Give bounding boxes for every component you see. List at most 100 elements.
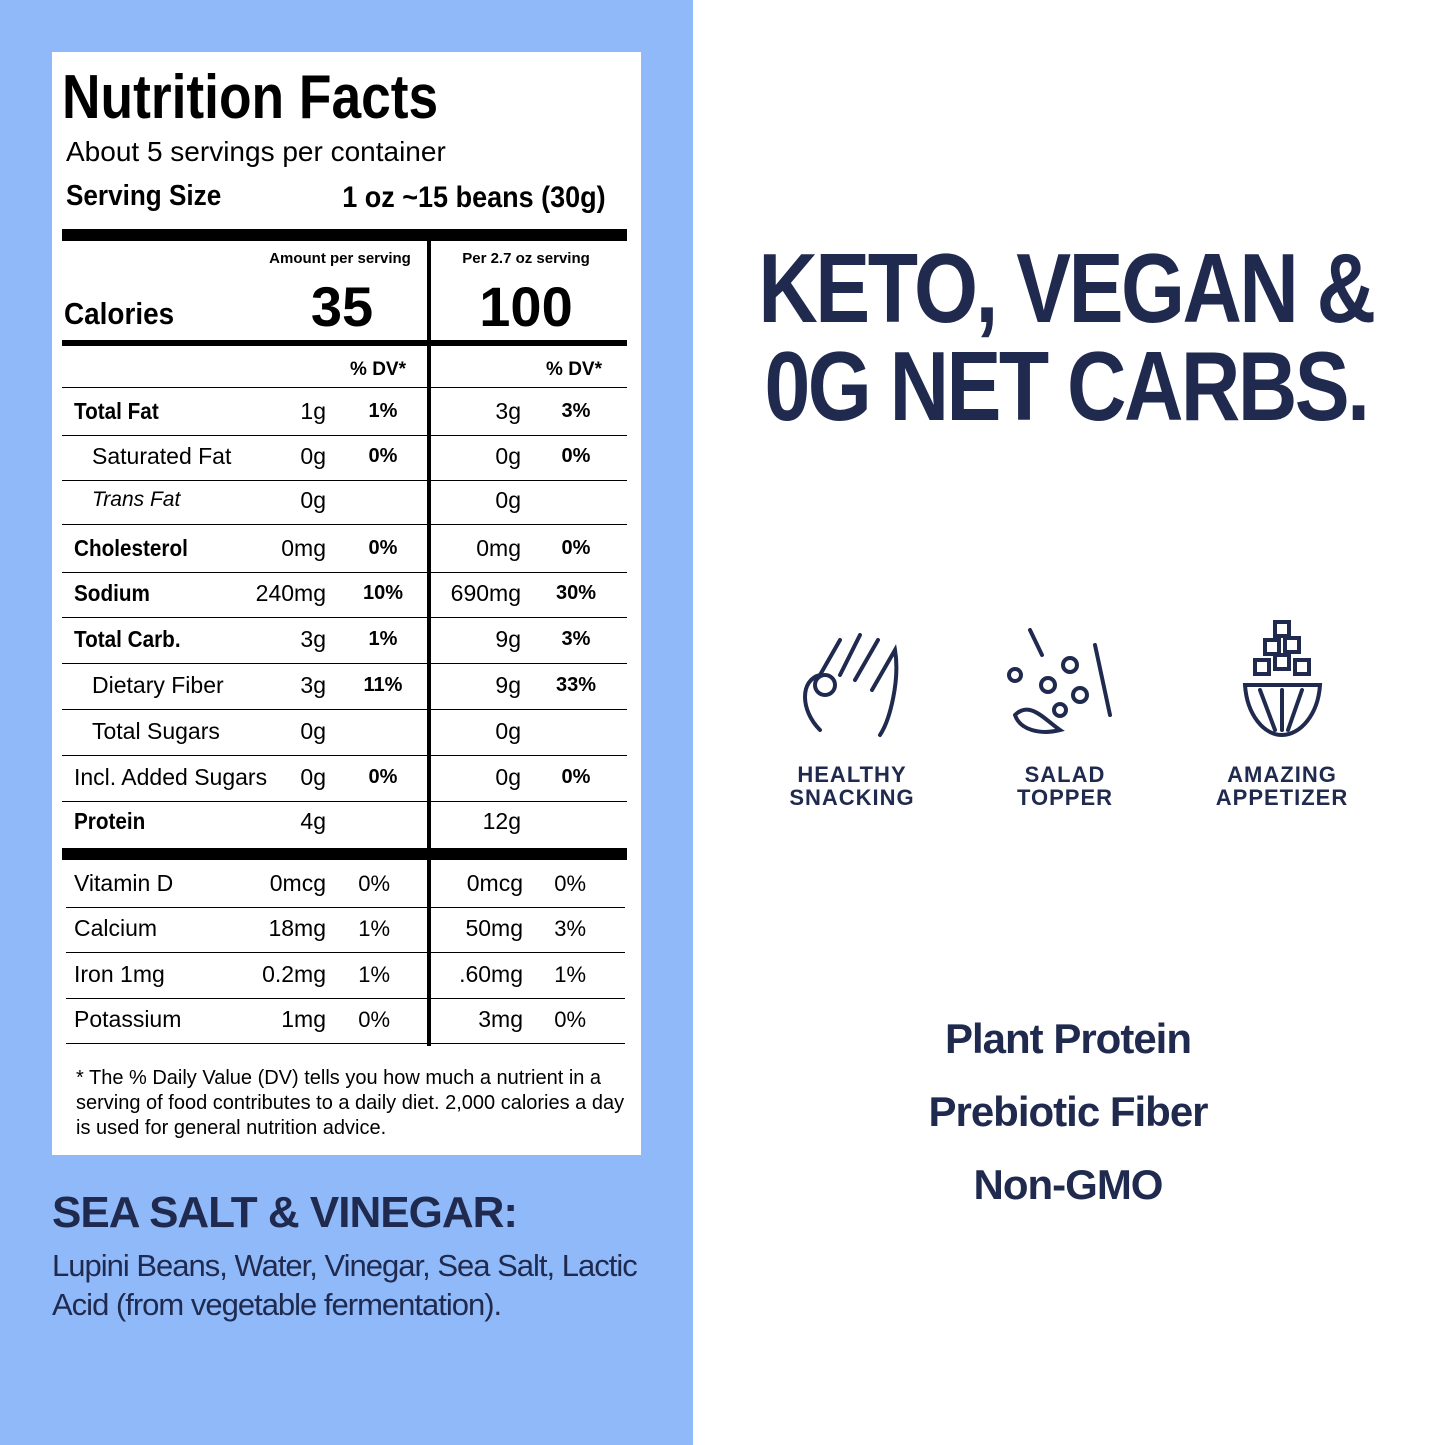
benefit: Prebiotic Fiber bbox=[928, 1088, 1208, 1135]
rule bbox=[66, 952, 625, 953]
benefit: Plant Protein bbox=[944, 1015, 1192, 1062]
amount: 0g bbox=[495, 718, 521, 745]
calories: 100 bbox=[479, 275, 573, 338]
rule bbox=[62, 663, 627, 664]
nutrient-name: Saturated Fat bbox=[92, 443, 232, 470]
daily-value: 30% bbox=[555, 582, 597, 604]
amount: 240mg bbox=[255, 580, 326, 607]
amount: 0mcg bbox=[269, 870, 326, 897]
rule bbox=[62, 572, 627, 573]
daily-value: 1% bbox=[554, 961, 586, 987]
amount: 18mg bbox=[268, 915, 326, 942]
nutrient-name: Sodium bbox=[74, 580, 150, 607]
bean-icon bbox=[813, 673, 837, 697]
rule bbox=[66, 998, 625, 999]
dv-header: % DV* bbox=[546, 358, 602, 380]
nutrient-name: Protein bbox=[74, 808, 146, 835]
use-label: HEALTHY bbox=[797, 762, 907, 787]
calories-label: Calories bbox=[64, 296, 175, 331]
amount: 0g bbox=[495, 443, 521, 470]
amount: 690mg bbox=[450, 580, 521, 607]
amount: 0g bbox=[300, 443, 326, 470]
daily-value: 0% bbox=[561, 537, 591, 559]
daily-value: 11% bbox=[363, 674, 403, 696]
vitamin-name: Vitamin D bbox=[74, 870, 174, 897]
amount: 9g bbox=[495, 672, 521, 699]
daily-value: 10% bbox=[362, 582, 404, 604]
calories: 35 bbox=[310, 275, 374, 338]
vitamin-name: Calcium bbox=[74, 915, 158, 942]
amount: 4g bbox=[300, 808, 326, 835]
rule bbox=[62, 617, 627, 618]
amount: .60mg bbox=[459, 961, 523, 988]
amount: 0g bbox=[495, 764, 521, 791]
use-label: APPETIZER bbox=[1215, 785, 1349, 810]
amount: 3g bbox=[300, 672, 326, 699]
servings: About 5 servings per container bbox=[66, 136, 446, 167]
vitamin-name: Iron 1mg bbox=[74, 961, 165, 988]
rule bbox=[62, 801, 627, 802]
dv-header: % DV* bbox=[350, 358, 406, 380]
amount: 50mg bbox=[465, 915, 523, 942]
amount: 0mg bbox=[476, 535, 521, 562]
amount: 3g bbox=[495, 398, 521, 425]
daily-value: 1% bbox=[368, 400, 398, 422]
nutrient-name: Dietary Fiber bbox=[92, 672, 224, 699]
daily-value: 3% bbox=[561, 628, 591, 650]
amount: 3g bbox=[300, 626, 326, 653]
amount: 0g bbox=[300, 764, 326, 791]
icons bbox=[803, 620, 1323, 738]
amount: 0.2mg bbox=[262, 961, 326, 988]
column-header: Amount per serving bbox=[269, 250, 411, 267]
rule bbox=[62, 387, 627, 388]
ingredients: Lupini Beans, Water, Vinegar, Sea Salt, … bbox=[52, 1248, 638, 1322]
amount: 1g bbox=[300, 398, 326, 425]
daily-value: 3% bbox=[561, 400, 591, 422]
serving-size: 1 oz ~15 beans (30g) bbox=[342, 181, 606, 214]
amount: 0g bbox=[495, 487, 521, 514]
amount: 0g bbox=[300, 487, 326, 514]
rule bbox=[62, 755, 627, 756]
rule bbox=[427, 241, 431, 1046]
daily-value: 0% bbox=[358, 870, 390, 896]
amount: 0g bbox=[300, 718, 326, 745]
nutrient-name: Total Carb. bbox=[74, 626, 181, 653]
daily-value: 0% bbox=[358, 1006, 390, 1032]
amount: 3mg bbox=[478, 1006, 523, 1033]
daily-value: 0% bbox=[368, 766, 398, 788]
rule bbox=[62, 435, 627, 436]
daily-value: 0% bbox=[368, 445, 398, 467]
amount: 0mcg bbox=[466, 870, 523, 897]
nutrient-name: Total Fat bbox=[74, 398, 159, 425]
daily-value: 0% bbox=[368, 537, 398, 559]
headline: KETO, VEGAN & bbox=[758, 233, 1376, 343]
daily-value: 0% bbox=[554, 1006, 586, 1032]
rule bbox=[62, 229, 627, 241]
amount: 9g bbox=[495, 626, 521, 653]
daily-value: 1% bbox=[358, 961, 390, 987]
use-label: SNACKING bbox=[789, 785, 915, 810]
rule bbox=[62, 524, 627, 525]
flavor-title: SEA SALT & VINEGAR: bbox=[52, 1188, 518, 1237]
nutrient-name: Total Sugars bbox=[92, 718, 220, 745]
amount: 12g bbox=[482, 808, 521, 835]
hand-icon bbox=[803, 633, 899, 737]
nutrient-name: Cholesterol bbox=[74, 535, 188, 562]
daily-value: 1% bbox=[358, 915, 390, 941]
rule bbox=[62, 480, 627, 481]
serving-size-label: Serving Size bbox=[66, 180, 222, 212]
benefit: Non-GMO bbox=[973, 1161, 1164, 1208]
daily-value: 0% bbox=[554, 870, 586, 896]
footnote: * The % Daily Value (DV) tells you how m… bbox=[76, 1067, 625, 1139]
daily-value: 3% bbox=[554, 915, 586, 941]
nutrient-name: Incl. Added Sugars bbox=[74, 764, 268, 791]
amount: 1mg bbox=[281, 1006, 326, 1033]
use-label: SALAD bbox=[1024, 762, 1106, 787]
daily-value: 1% bbox=[368, 628, 398, 650]
vitamin-name: Potassium bbox=[74, 1006, 182, 1033]
rule bbox=[62, 340, 627, 346]
column-header: Per 2.7 oz serving bbox=[462, 250, 590, 267]
rule bbox=[62, 848, 627, 860]
salad-icon bbox=[1013, 628, 1112, 734]
